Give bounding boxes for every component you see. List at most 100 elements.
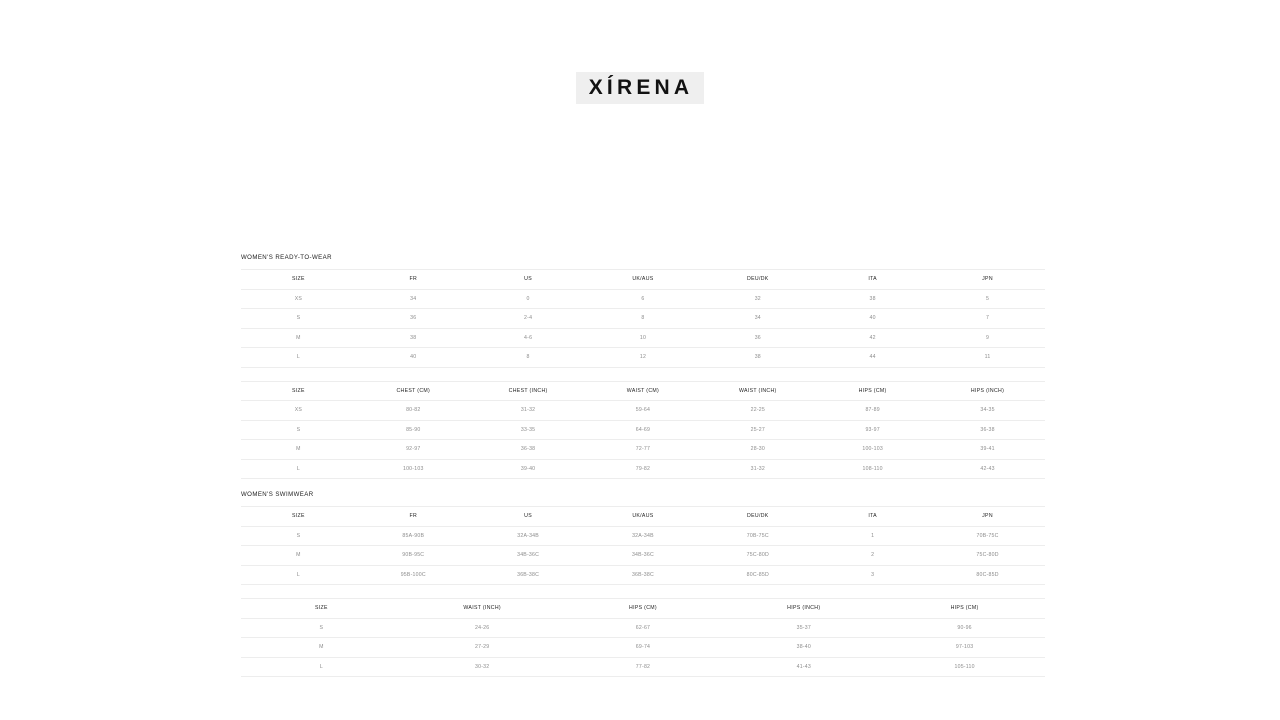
table-row: XS 80-82 31-32 59-64 22-25 87-89 34-35 <box>241 400 1045 421</box>
column-header-uk-aus: UK/AUS <box>585 506 701 527</box>
column-header-waist-cm: WAIST (CM) <box>585 380 701 402</box>
column-header-fr: FR <box>355 269 471 290</box>
table-header-row: SIZE FR US UK/AUS DEU/DK ITA JPN <box>241 506 1045 527</box>
measurement-cell: 34B-36C <box>585 545 701 566</box>
swim-body-measurements: SIZE WAIST (INCH) HIPS (CM) HIPS (INCH) HIPS… <box>241 598 1045 678</box>
size-label-cell: L <box>241 459 356 480</box>
column-header-hips-cm: HIPS (CM) <box>562 598 724 619</box>
rtw-body-measurements: SIZE CHEST (CM) CHEST (INCH) WAIST (CM) WAIS… <box>241 380 1045 480</box>
measurement-cell: 31-32 <box>470 400 586 421</box>
size-label-cell: S <box>241 526 356 547</box>
table-row: M 27-29 69-74 38-40 97-103 <box>241 637 1045 658</box>
section-title: WOMEN'S SWIMWEAR <box>241 491 314 499</box>
measurement-cell: 85-90 <box>355 420 471 441</box>
measurement-cell: 87-89 <box>815 400 931 421</box>
measurement-cell: 108-110 <box>815 459 931 480</box>
measurement-cell: 3 <box>815 565 931 586</box>
measurement-cell: 35-37 <box>723 618 885 639</box>
measurement-cell: 2 <box>815 545 931 566</box>
measurement-cell: 92-97 <box>355 439 471 460</box>
measurement-cell: 34 <box>355 289 471 310</box>
column-header-us: US <box>470 269 586 290</box>
table-header-row: SIZE WAIST (INCH) HIPS (CM) HIPS (INCH) HIPS… <box>241 598 1045 619</box>
measurement-cell: 95B-100C <box>355 565 471 586</box>
size-label-cell: S <box>241 308 356 329</box>
table-row: S 85-90 33-35 64-69 25-27 93-97 36-38 <box>241 420 1045 441</box>
measurement-cell: 100-103 <box>355 459 471 480</box>
measurement-cell: 77-82 <box>562 657 724 678</box>
column-header-hips-cm: HIPS (CM) <box>815 380 931 402</box>
measurement-cell: 40 <box>355 347 471 368</box>
measurement-cell: 2-4 <box>470 308 586 329</box>
table-row: S 85A-90B 32A-34B 32A-34B 70B-75C 1 70B-75C <box>241 526 1045 547</box>
size-label-cell: L <box>241 657 402 678</box>
measurement-cell: 27-29 <box>401 637 563 658</box>
measurement-cell: 11 <box>930 347 1045 368</box>
measurement-cell: 36-38 <box>930 420 1045 441</box>
measurement-cell: 34 <box>700 308 816 329</box>
measurement-cell: 31-32 <box>700 459 816 480</box>
column-header-jpn: JPN <box>930 506 1045 527</box>
measurement-cell: 80C-85D <box>930 565 1045 586</box>
measurement-cell: 38 <box>355 328 471 349</box>
measurement-cell: 39-41 <box>930 439 1045 460</box>
measurement-cell: 12 <box>585 347 701 368</box>
measurement-cell: 42 <box>815 328 931 349</box>
measurement-cell: 80C-85D <box>700 565 816 586</box>
section-title: WOMEN'S READY-TO-WEAR <box>241 254 332 261</box>
measurement-cell: 105-110 <box>884 657 1045 678</box>
measurement-cell: 90-96 <box>884 618 1045 639</box>
size-label-cell: XS <box>241 289 356 310</box>
rtw-international-conversion: SIZE FR US UK/AUS DEU/DK ITA JPN XS 34 0 6 32 38 5 S 36… <box>241 269 1045 368</box>
brand-logo[interactable]: XÍRENA <box>575 72 705 104</box>
table-row: M 92-97 36-38 72-77 28-30 100-103 39-41 <box>241 439 1045 460</box>
measurement-cell: 8 <box>585 308 701 329</box>
measurement-cell: 93-97 <box>815 420 931 441</box>
measurement-cell: 28-30 <box>700 439 816 460</box>
column-header-size: SIZE <box>241 380 356 402</box>
column-header-chest-cm: CHEST (CM) <box>355 380 471 402</box>
column-header-fr: FR <box>355 506 471 527</box>
column-header-size: SIZE <box>241 598 402 619</box>
measurement-cell: 80-82 <box>355 400 471 421</box>
swim-international-conversion: SIZE FR US UK/AUS DEU/DK ITA JPN S 85A-90B 32A-34… <box>241 506 1045 586</box>
column-header-deu-dk: DEU/DK <box>700 506 816 527</box>
column-header-size: SIZE <box>241 506 356 527</box>
measurement-cell: 36B-38C <box>585 565 701 586</box>
table-row: L 40 8 12 38 44 11 <box>241 347 1045 368</box>
measurement-cell: 100-103 <box>815 439 931 460</box>
measurement-cell: 75C-80D <box>700 545 816 566</box>
table-row: S 36 2-4 8 34 40 7 <box>241 308 1045 329</box>
table-row: XS 34 0 6 32 38 5 <box>241 289 1045 310</box>
measurement-cell: 39-40 <box>470 459 586 480</box>
measurement-cell: 9 <box>930 328 1045 349</box>
table-row: S 24-26 62-67 35-37 90-96 <box>241 618 1045 639</box>
size-label-cell: M <box>241 328 356 349</box>
column-header-hips-cm: HIPS (CM) <box>884 598 1045 619</box>
column-header-hips-inch: HIPS (INCH) <box>930 380 1045 402</box>
measurement-cell: 44 <box>815 347 931 368</box>
measurement-cell: 38-40 <box>723 637 885 658</box>
column-header-uk-aus: UK/AUS <box>585 269 701 290</box>
measurement-cell: 4-6 <box>470 328 586 349</box>
measurement-cell: 34B-36C <box>470 545 586 566</box>
column-header-chest-inch: CHEST (INCH) <box>470 380 586 402</box>
measurement-cell: 41-43 <box>723 657 885 678</box>
table-row: M 38 4-6 10 36 42 9 <box>241 328 1045 349</box>
measurement-cell: 40 <box>815 308 931 329</box>
size-label-cell: L <box>241 347 356 368</box>
measurement-cell: 32 <box>700 289 816 310</box>
size-charts-container: WOMEN'S READY-TO-WEAR SIZE FR US UK/AUS DEU/D… <box>241 254 1045 690</box>
measurement-cell: 34-35 <box>930 400 1045 421</box>
column-header-us: US <box>470 506 586 527</box>
measurement-cell: 36 <box>700 328 816 349</box>
size-section-women-s-swimwear: WOMEN'S SWIMWEAR SIZE FR US UK/AUS DEU/DK ITA J… <box>241 491 1045 678</box>
measurement-cell: 0 <box>470 289 586 310</box>
measurement-cell: 25-27 <box>700 420 816 441</box>
table-header-row: SIZE FR US UK/AUS DEU/DK ITA JPN <box>241 269 1045 290</box>
table-row: L 30-32 77-82 41-43 105-110 <box>241 657 1045 678</box>
measurement-cell: 62-67 <box>562 618 724 639</box>
measurement-cell: 36B-38C <box>470 565 586 586</box>
column-header-size: SIZE <box>241 269 356 290</box>
